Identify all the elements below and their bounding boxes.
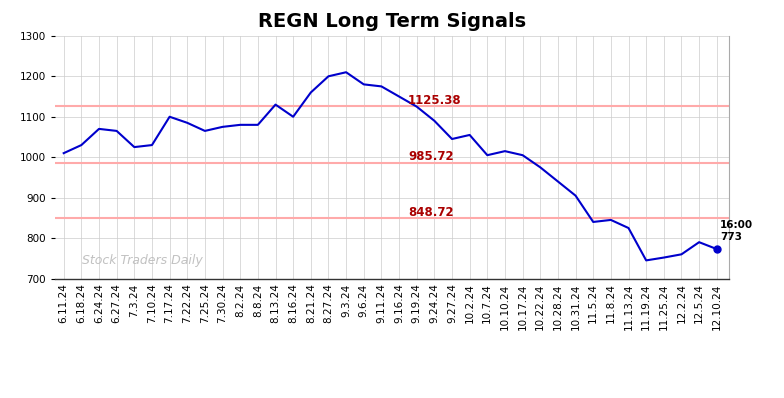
Text: Stock Traders Daily: Stock Traders Daily (82, 254, 202, 267)
Title: REGN Long Term Signals: REGN Long Term Signals (258, 12, 526, 31)
Text: 848.72: 848.72 (408, 206, 453, 219)
Text: 1125.38: 1125.38 (408, 94, 462, 107)
Text: 16:00
773: 16:00 773 (720, 220, 753, 242)
Text: 985.72: 985.72 (408, 150, 453, 163)
